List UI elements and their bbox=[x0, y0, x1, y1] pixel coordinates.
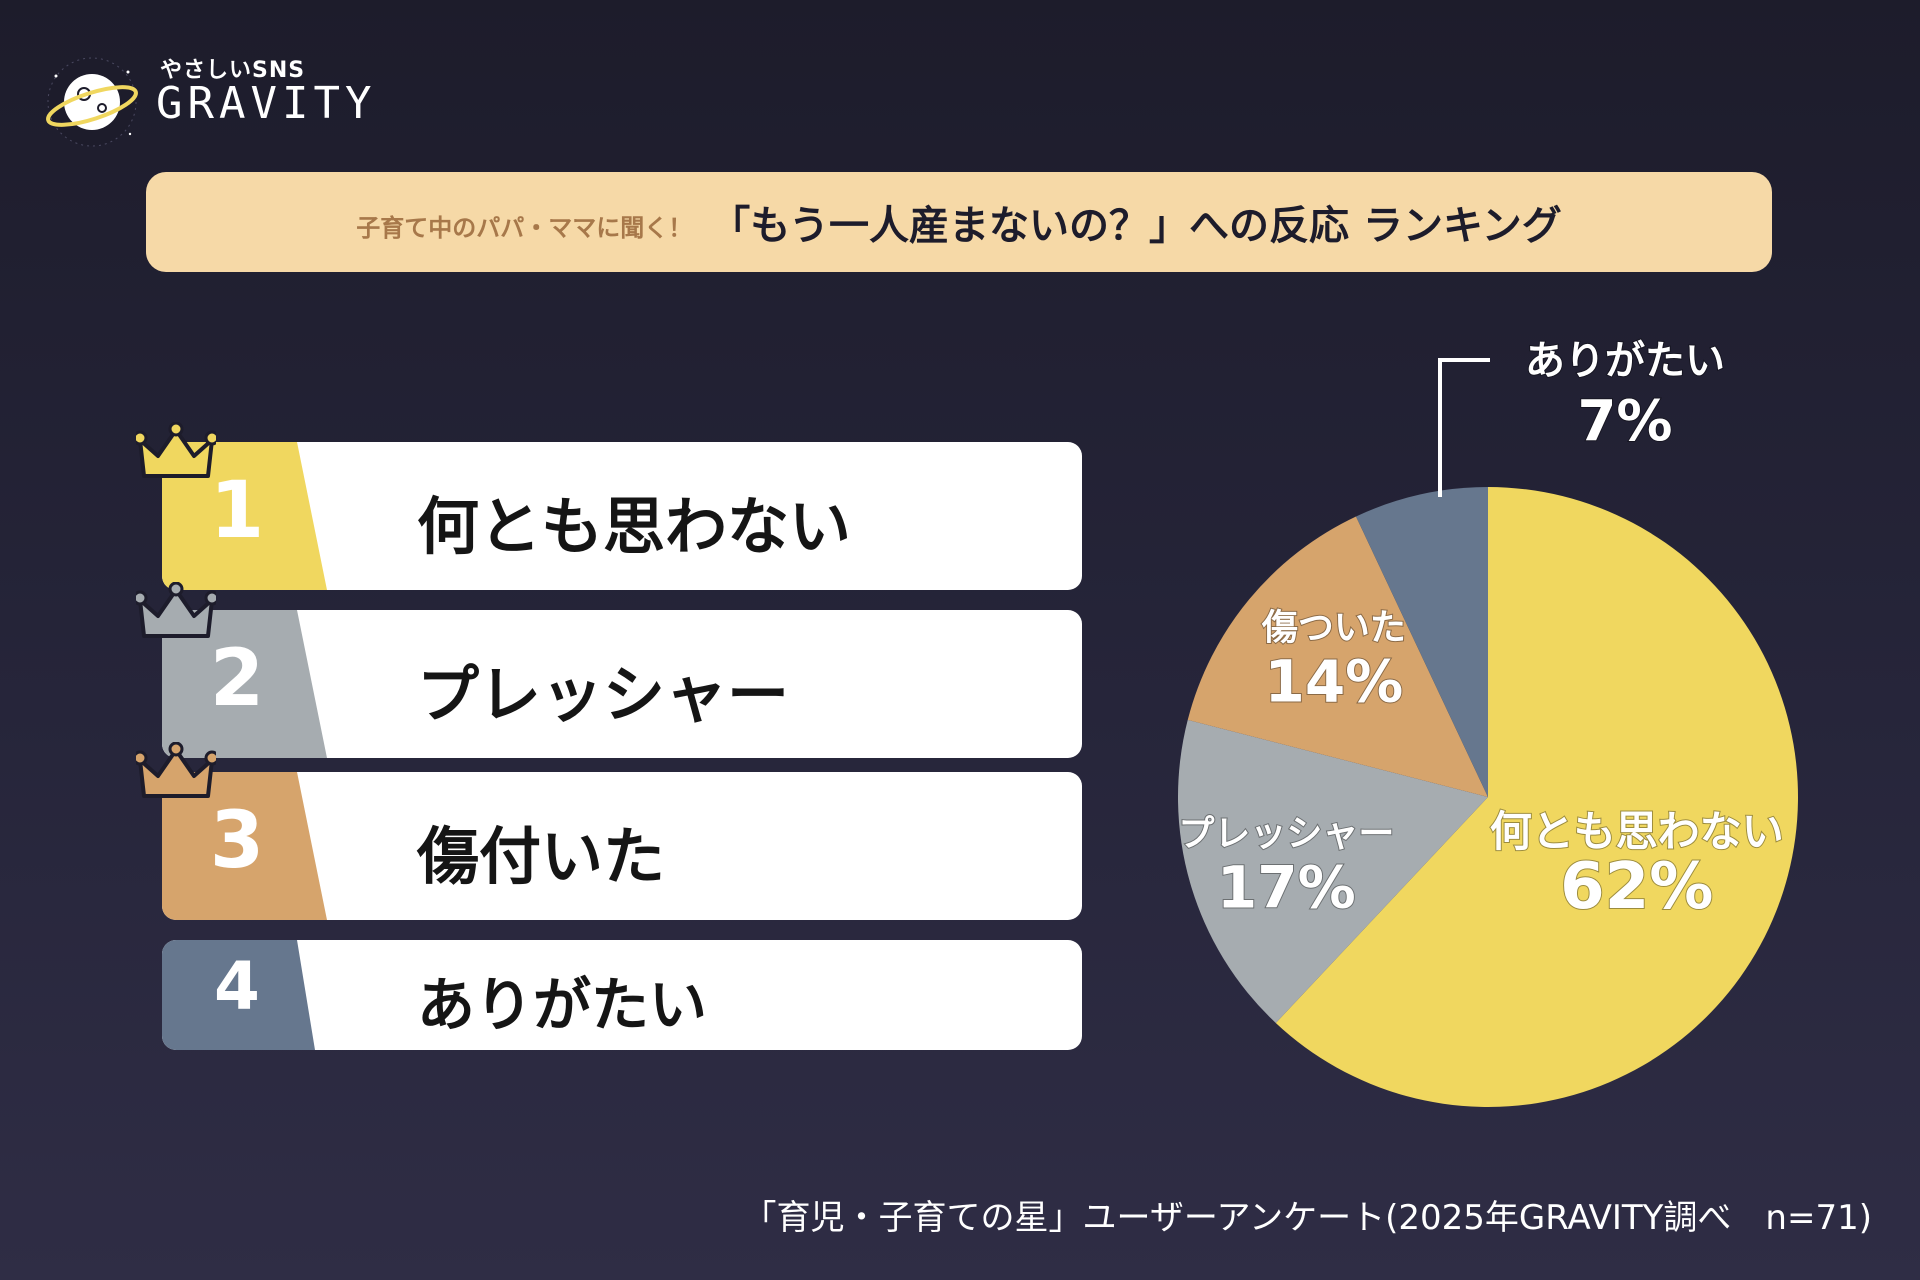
banner-subtitle: 子育て中のパパ・ママに聞く！ bbox=[356, 213, 693, 242]
rank-row-2: 2 プレッシャー bbox=[162, 610, 1082, 758]
rank-number: 2 bbox=[209, 634, 265, 724]
brand-logo: やさしいSNS GRAVITY bbox=[44, 52, 371, 147]
pie-callout-line bbox=[1438, 358, 1490, 498]
pie-slice bbox=[1356, 487, 1488, 797]
rank-row-3: 3 傷付いた bbox=[162, 772, 1082, 920]
rank-band bbox=[162, 940, 315, 1050]
rank-label: 何とも思わない bbox=[417, 490, 852, 563]
brand-tagline: やさしいSNS bbox=[160, 58, 306, 83]
rank-label: 傷付いた bbox=[417, 820, 666, 893]
rank-row-1: 1 何とも思わない bbox=[162, 442, 1082, 590]
rank-band bbox=[162, 610, 327, 758]
pie-value-label: 17% bbox=[1217, 854, 1356, 922]
rank-label: ありがたい bbox=[417, 971, 708, 1039]
pie-category-label: 何とも思わない bbox=[1490, 807, 1784, 856]
rank-row-4: 4 ありがたい bbox=[162, 940, 1082, 1050]
silver-crown-icon bbox=[136, 582, 216, 638]
bronze-crown-icon bbox=[136, 742, 216, 798]
survey-source: 「育児・子育ての星」ユーザーアンケート(2025年GRAVITY調べ n=71) bbox=[742, 1198, 1872, 1238]
pie-chart: 何とも思わない 62% プレッシャー 17% 傷ついた 14% ありがたい 7% bbox=[1150, 330, 1910, 1110]
pie-category-label: プレッシャー bbox=[1178, 814, 1394, 855]
rank-label: プレッシャー bbox=[417, 658, 790, 731]
pie-slice bbox=[1275, 487, 1798, 1107]
pie-value-label: 14% bbox=[1264, 648, 1403, 716]
pie-value-label: 7% bbox=[1577, 389, 1672, 454]
rank-band bbox=[162, 772, 327, 920]
rank-band bbox=[162, 442, 327, 590]
pie-slice bbox=[1187, 516, 1488, 797]
pie-value-label: 62% bbox=[1560, 850, 1713, 924]
rank-number: 3 bbox=[209, 796, 265, 886]
pie-category-label: ありがたい bbox=[1525, 338, 1725, 384]
gold-crown-icon bbox=[136, 422, 216, 478]
rank-number: 4 bbox=[214, 948, 260, 1025]
banner-title: 「もう一人産まないの？」への反応 ランキング bbox=[710, 203, 1562, 249]
title-banner: 子育て中のパパ・ママに聞く！ 「もう一人産まないの？」への反応 ランキング bbox=[146, 172, 1772, 272]
pie-category-label: 傷ついた bbox=[1261, 608, 1406, 649]
planet-logo-icon bbox=[46, 57, 138, 147]
rank-number: 1 bbox=[209, 466, 265, 556]
pie-slice bbox=[1178, 719, 1488, 1023]
brand-name: GRAVITY bbox=[156, 78, 377, 129]
